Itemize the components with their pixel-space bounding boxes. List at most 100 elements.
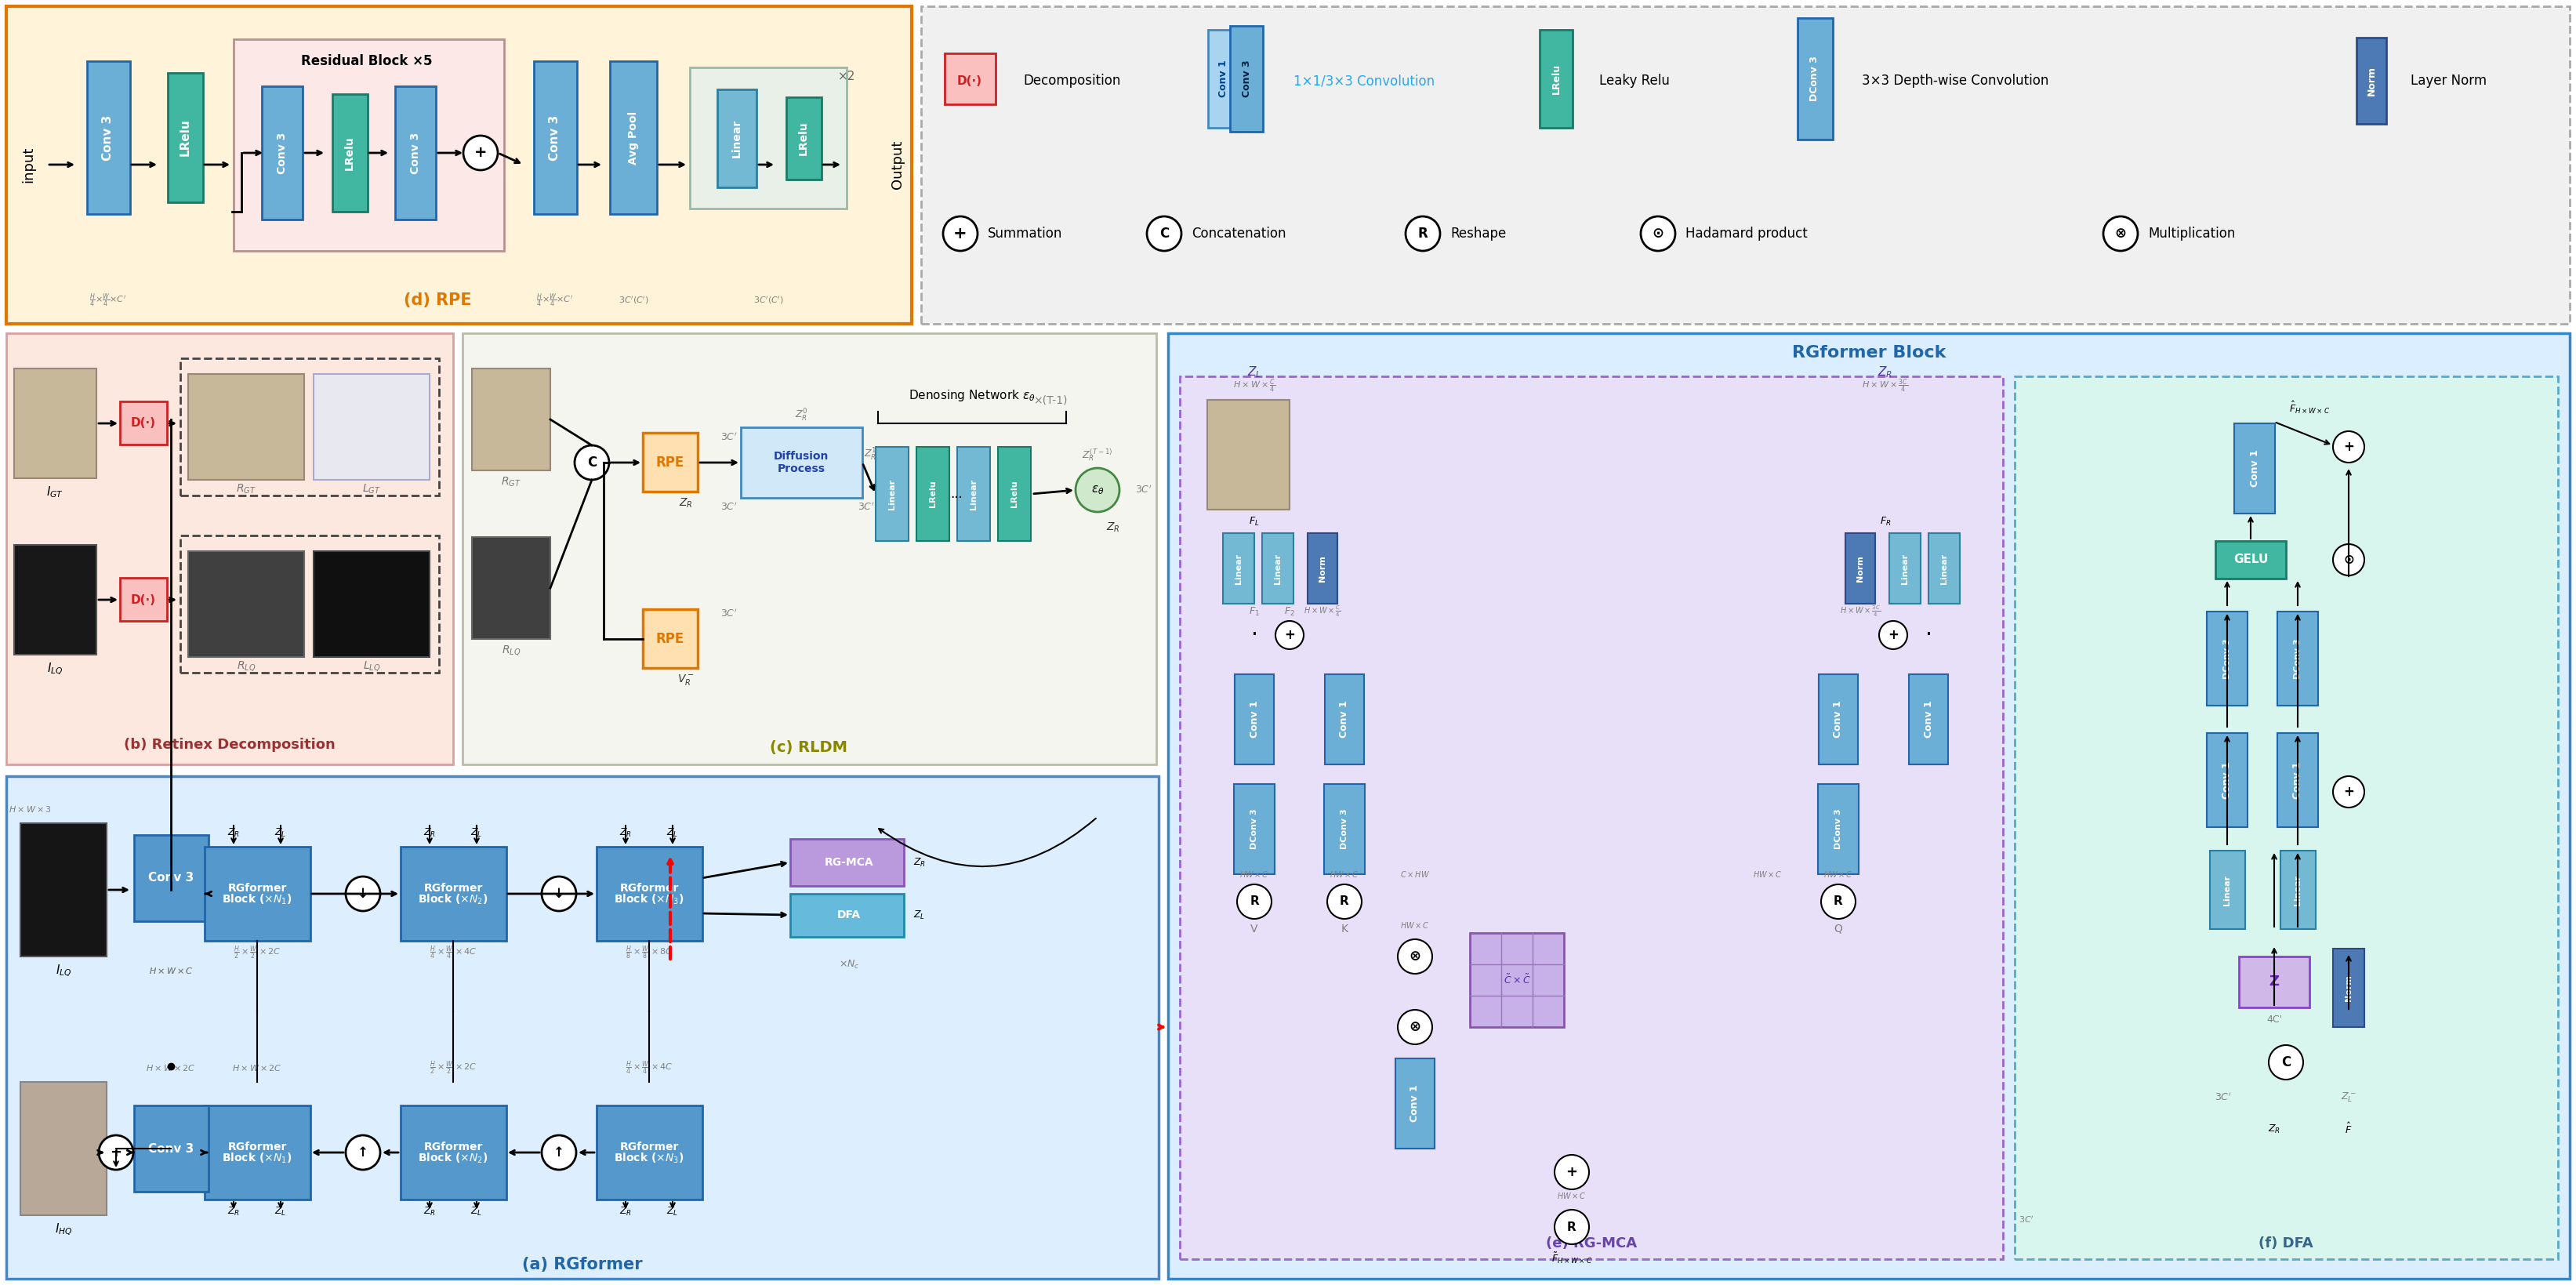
Text: $R_{GT}$: $R_{GT}$ [500, 475, 520, 488]
Text: R: R [1566, 1221, 1577, 1232]
Text: LRelu: LRelu [930, 481, 938, 508]
Text: $3C'$: $3C'$ [721, 432, 737, 443]
Circle shape [541, 1135, 577, 1169]
Text: ↑: ↑ [554, 1145, 564, 1159]
Text: DConv 3: DConv 3 [1340, 808, 1347, 849]
Text: Linear: Linear [1234, 553, 1242, 583]
Text: Z: Z [2269, 974, 2280, 988]
Text: $\tilde{F}_{H\times W\times C}$: $\tilde{F}_{H\times W\times C}$ [1551, 1252, 1592, 1266]
Text: ⊙: ⊙ [2344, 553, 2354, 567]
Text: ⊙: ⊙ [1651, 226, 1664, 240]
Text: +: + [1566, 1165, 1577, 1180]
Text: $Z_L^-$: $Z_L^-$ [2342, 1091, 2357, 1104]
Bar [595, 1105, 703, 1199]
Bar [263, 86, 301, 220]
Circle shape [1553, 1155, 1589, 1190]
Text: $HW\times C$: $HW\times C$ [1401, 920, 1430, 930]
Bar [1229, 26, 1262, 132]
Text: Conv 1: Conv 1 [1340, 700, 1350, 738]
Bar [945, 53, 994, 104]
Text: Block ($\times N_2$): Block ($\times N_2$) [417, 1151, 487, 1164]
Text: $Z_R$: $Z_R$ [618, 1205, 631, 1217]
Text: R: R [1834, 896, 1842, 907]
Text: $\frac{H}{4}{\times}\frac{W}{4}{\times}C'$: $\frac{H}{4}{\times}\frac{W}{4}{\times}C… [90, 292, 126, 308]
Text: Multiplication: Multiplication [2148, 226, 2236, 240]
Bar [2014, 377, 2558, 1259]
Circle shape [574, 446, 608, 479]
Bar [1180, 377, 2004, 1259]
Text: RPE: RPE [657, 632, 685, 646]
Text: $F_L$: $F_L$ [1249, 515, 1260, 527]
Text: LRelu: LRelu [799, 121, 809, 155]
Text: Linear: Linear [732, 120, 742, 158]
Text: $Z_R$: $Z_R$ [680, 497, 693, 510]
Text: Block ($\times N_3$): Block ($\times N_3$) [613, 893, 685, 906]
Bar [1224, 533, 1255, 604]
Circle shape [1553, 1209, 1589, 1244]
Bar [188, 551, 304, 657]
Bar [1844, 533, 1875, 604]
Bar [716, 90, 757, 188]
Text: $3C'$: $3C'$ [2215, 1092, 2231, 1104]
Circle shape [1878, 621, 1906, 649]
Text: Conv 3: Conv 3 [147, 1142, 193, 1154]
Text: ·: · [1924, 625, 1932, 646]
Text: C: C [587, 455, 598, 469]
Text: Concatenation: Concatenation [1193, 226, 1285, 240]
Text: (c) RLDM: (c) RLDM [770, 740, 848, 754]
Text: Hadamard product: Hadamard product [1685, 226, 1808, 240]
Circle shape [943, 216, 976, 251]
Text: ×(T-1): ×(T-1) [1033, 394, 1066, 405]
Text: $Z_L$: $Z_L$ [471, 1205, 482, 1217]
Bar [2239, 956, 2311, 1007]
Text: Summation: Summation [987, 226, 1061, 240]
Text: $Z_L$: $Z_L$ [471, 826, 482, 839]
Text: Output: Output [891, 140, 904, 189]
Text: $H\times W\times 2C$: $H\times W\times 2C$ [147, 1063, 196, 1073]
Text: $3C'(C')$: $3C'(C')$ [752, 294, 783, 306]
Text: +: + [2344, 785, 2354, 799]
Text: Linear: Linear [889, 478, 896, 509]
Text: $\frac{H}{8}\times\frac{W}{8}\times 8C$: $\frac{H}{8}\times\frac{W}{8}\times 8C$ [626, 944, 672, 961]
Bar [21, 824, 106, 956]
Text: Conv 1: Conv 1 [1924, 700, 1935, 738]
Circle shape [1821, 884, 1855, 919]
Bar [742, 428, 863, 497]
Bar [314, 551, 430, 657]
Bar [2277, 732, 2318, 828]
Text: DConv 3: DConv 3 [1249, 808, 1257, 849]
Bar [21, 1082, 106, 1216]
Text: Block ($\times N_2$): Block ($\times N_2$) [417, 893, 487, 906]
Text: $V_R^-$: $V_R^-$ [677, 672, 696, 686]
Text: $HW\times C$: $HW\times C$ [1754, 870, 1783, 879]
Text: Conv 1: Conv 1 [2223, 762, 2233, 799]
Text: $Z_L$: $Z_L$ [276, 1205, 286, 1217]
Text: $R_{LQ}$: $R_{LQ}$ [237, 659, 255, 673]
Text: $L_{LQ}$: $L_{LQ}$ [363, 659, 381, 673]
Bar [13, 369, 95, 478]
Text: (b) Retinex Decomposition: (b) Retinex Decomposition [124, 738, 335, 752]
Bar [121, 401, 167, 445]
Text: Leaky Relu: Leaky Relu [1600, 73, 1669, 87]
Text: Linear: Linear [1901, 553, 1909, 583]
Bar [644, 433, 698, 492]
Text: $Z_R$: $Z_R$ [2267, 1123, 2280, 1135]
Bar [134, 1105, 209, 1191]
Circle shape [1641, 216, 1674, 251]
Text: Conv 1: Conv 1 [2249, 450, 2259, 487]
Text: ↑: ↑ [358, 1145, 368, 1159]
Bar [1167, 333, 2571, 1279]
Text: $3C'$: $3C'$ [1136, 484, 1151, 496]
Text: Norm: Norm [1319, 555, 1327, 582]
Text: Q: Q [1834, 924, 1842, 934]
Circle shape [1146, 216, 1182, 251]
Bar [786, 98, 822, 180]
Text: $HW\times C$: $HW\times C$ [1239, 870, 1270, 879]
Text: C: C [2282, 1055, 2290, 1069]
Text: R: R [1340, 896, 1350, 907]
Text: LRelu: LRelu [1010, 481, 1018, 508]
Text: 4C': 4C' [2267, 1014, 2282, 1024]
Bar [1798, 18, 1832, 140]
Text: $L_{GT}$: $L_{GT}$ [363, 483, 381, 496]
Text: Conv 3: Conv 3 [103, 114, 113, 161]
